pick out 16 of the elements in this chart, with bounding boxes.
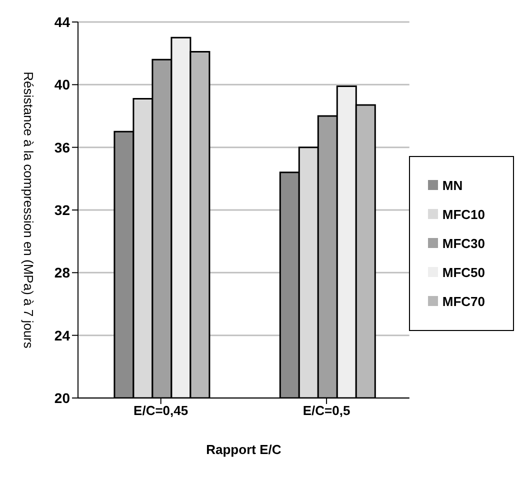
y-tick-label: 40	[54, 76, 70, 93]
y-tick-label: 36	[54, 139, 70, 156]
y-tick-label: 24	[54, 327, 70, 344]
y-tick-label: 44	[54, 14, 70, 30]
x-axis-title: Rapport E/C	[206, 442, 282, 457]
y-tick-label: 28	[54, 264, 70, 281]
y-tick-label: 20	[54, 390, 70, 406]
legend-label: MFC70	[442, 294, 485, 308]
x-tick-label: E/C=0,5	[302, 403, 350, 418]
x-tick-label: E/C=0,45	[134, 403, 188, 418]
legend-label: MFC10	[442, 206, 485, 222]
legend-label: MFC30	[442, 236, 485, 250]
y-axis-title: Résistance à la compression en (MPa) à 7 jours	[21, 72, 36, 349]
legend-label: MFC50	[442, 264, 485, 280]
y-tick-label: 32	[54, 202, 70, 218]
legend-label: MN	[442, 178, 463, 192]
